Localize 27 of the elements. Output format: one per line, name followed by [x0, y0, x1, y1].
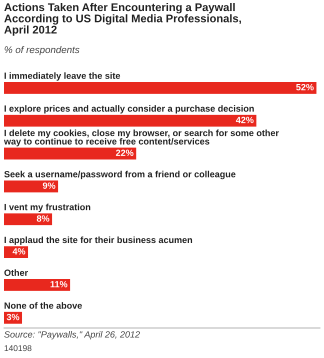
data-label: 9% — [42, 182, 56, 189]
data-label: 11% — [50, 281, 68, 288]
data-label: 52% — [296, 84, 314, 90]
bar — [4, 114, 256, 127]
data-label: 42% — [236, 116, 254, 124]
y-tick-label: I delete my cookies, close my browser, or search for some other way to continue to receive free content/services — [4, 130, 279, 146]
bar — [4, 82, 316, 94]
y-tick-label: I explore prices and actually consider a purchase decision — [4, 105, 254, 114]
y-tick-label: Other — [4, 269, 28, 276]
bar — [4, 148, 136, 160]
source-note: Source: "Paywalls," April 26, 2012 — [4, 331, 140, 340]
text: 140198 — [4, 345, 32, 352]
data-label: 4% — [12, 248, 26, 255]
y-tick-label: Seek a username/password from a friend or colleague — [4, 170, 236, 180]
bar — [4, 279, 70, 291]
bar — [4, 180, 58, 192]
y-tick-label: I applaud the site for their business acumen — [4, 236, 192, 245]
data-label: 8% — [36, 215, 50, 222]
data-label: 22% — [116, 150, 134, 156]
data-label: 3% — [6, 314, 20, 320]
chart-title: Actions Taken After Encountering a Paywall According to US Digital Media Professionals, April 2012 — [4, 3, 241, 36]
y-tick-label: I vent my frustration — [4, 204, 90, 212]
bar — [4, 246, 28, 258]
chart-subtitle: % of respondents — [4, 46, 80, 56]
y-tick-label: I immediately leave the site — [4, 72, 120, 81]
bar — [4, 213, 52, 226]
y-tick-label: None of the above — [4, 302, 82, 309]
